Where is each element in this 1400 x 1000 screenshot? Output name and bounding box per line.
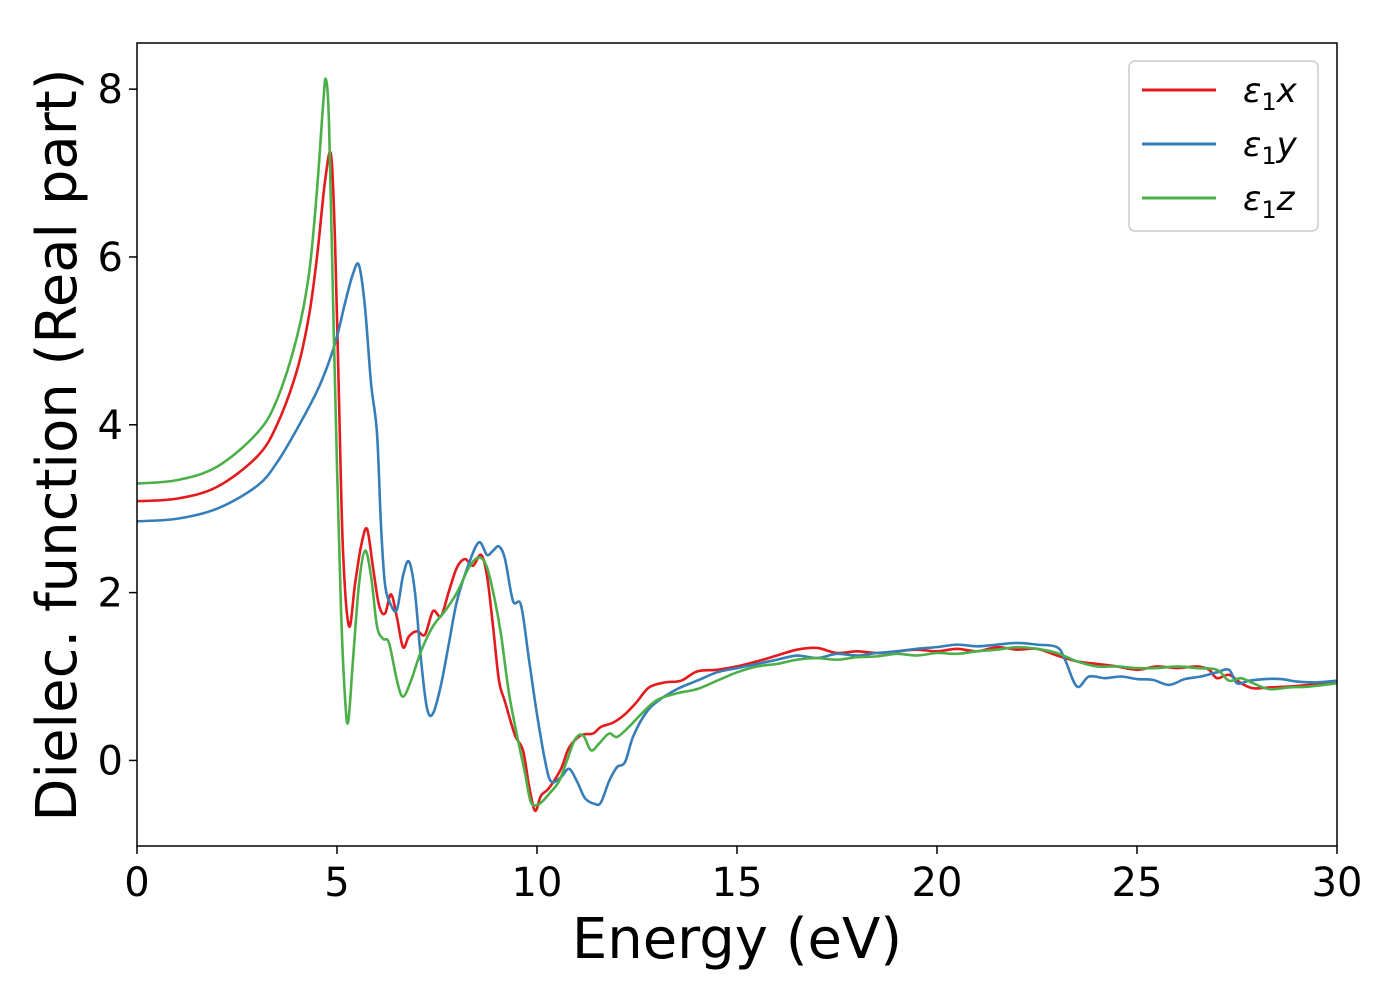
x-axis-label: Energy (eV) [572, 907, 902, 972]
legend-symbol: ε [1243, 71, 1261, 111]
y-axis: 0 2 4 6 8 [98, 67, 137, 784]
legend-label-y: ε1y [1243, 125, 1298, 170]
x-tick-label: 20 [912, 860, 963, 906]
legend-box [1128, 60, 1319, 232]
x-axis: 0 5 10 15 20 25 30 [124, 846, 1362, 906]
x-tick-label: 0 [124, 860, 149, 906]
y-tick-label: 0 [98, 738, 123, 784]
legend-subscript: 1 [1261, 196, 1276, 224]
y-tick-label: 6 [98, 235, 123, 281]
x-tick-label: 25 [1112, 860, 1163, 906]
legend-variable: x [1276, 71, 1298, 111]
y-axis-label: Dielec. function (Real part) [25, 68, 90, 821]
y-tick-label: 4 [98, 403, 123, 449]
x-tick-label: 30 [1312, 860, 1363, 906]
legend-variable: y [1276, 125, 1298, 165]
series-layer [137, 77, 1337, 813]
legend-label-z: ε1z [1243, 179, 1296, 224]
y-tick-label: 8 [98, 67, 123, 113]
legend-label-x: ε1x [1243, 71, 1298, 116]
series-line-y [137, 262, 1337, 807]
legend-subscript: 1 [1261, 142, 1276, 170]
x-tick-label: 15 [712, 860, 763, 906]
x-tick-label: 5 [324, 860, 349, 906]
y-tick-label: 2 [98, 571, 123, 617]
x-tick-label: 10 [512, 860, 563, 906]
legend-symbol: ε [1243, 125, 1261, 165]
series-line-z [137, 77, 1337, 807]
legend-subscript: 1 [1261, 88, 1276, 116]
legend-variable: z [1276, 179, 1296, 219]
legend-symbol: ε [1243, 179, 1261, 219]
